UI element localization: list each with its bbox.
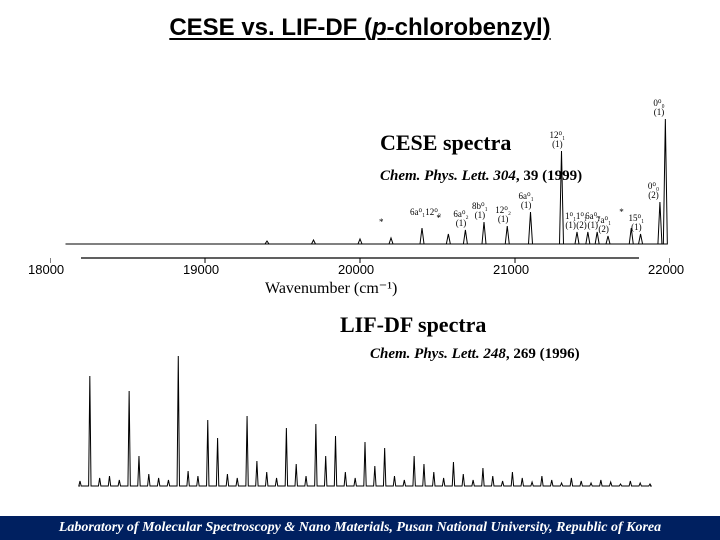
- tick-label: 19000: [183, 262, 219, 277]
- peak-label: 6a⁰₂(1): [453, 210, 468, 228]
- tick-label: 18000: [28, 262, 64, 277]
- lifdf-ref-journal: Chem. Phys. Lett. 248: [370, 346, 506, 362]
- peak-label: *: [379, 218, 384, 227]
- cese-ref-journal: Chem. Phys. Lett. 304: [380, 168, 516, 184]
- page-title: CESE vs. LIF-DF (p-chlorobenzyl): [0, 0, 720, 42]
- x-axis-label: Wavenumber (cm⁻¹): [265, 278, 397, 298]
- peak-label: 12⁰₁(1): [550, 131, 566, 149]
- peak-label: 6a⁰₁(1): [585, 212, 600, 230]
- tick-label: 20000: [338, 262, 374, 277]
- peak-label: 0⁰₀(2): [648, 182, 659, 200]
- cese-ref-rest: , 39 (1999): [516, 168, 582, 184]
- peak-label: 6a⁰₁(1): [519, 192, 534, 210]
- cese-reference: Chem. Phys. Lett. 304, 39 (1999): [380, 168, 582, 185]
- peak-label: 1⁰₁(1): [565, 212, 576, 230]
- peak-label: 8b⁰₁(1): [472, 202, 488, 220]
- cese-spectrum: [50, 60, 670, 270]
- peak-label: 12⁰₂(1): [495, 206, 511, 224]
- title-prefix: CESE vs. LIF-DF (: [169, 14, 372, 41]
- tick-label: 22000: [648, 262, 684, 277]
- title-suffix: -chlorobenzyl): [387, 14, 551, 41]
- chart-area: CESE spectra Chem. Phys. Lett. 304, 39 (…: [50, 60, 670, 490]
- title-italic: p: [372, 14, 387, 41]
- tick-label: 21000: [493, 262, 529, 277]
- lifdf-reference: Chem. Phys. Lett. 248, 269 (1996): [370, 346, 580, 363]
- lifdf-ref-rest: , 269 (1996): [506, 346, 580, 362]
- peak-label: 15⁰₁(1): [629, 214, 645, 232]
- peak-label: *: [619, 208, 624, 217]
- footer-banner: Laboratory of Molecular Spectroscopy & N…: [0, 516, 720, 540]
- peak-label: 0⁰₀(1): [653, 99, 664, 117]
- peak-label: 6a⁰₁12⁰₂: [410, 208, 441, 217]
- peak-label: 1⁰₁(2): [576, 212, 587, 230]
- lifdf-label: LIF-DF spectra: [340, 312, 486, 338]
- cese-label: CESE spectra: [380, 130, 511, 156]
